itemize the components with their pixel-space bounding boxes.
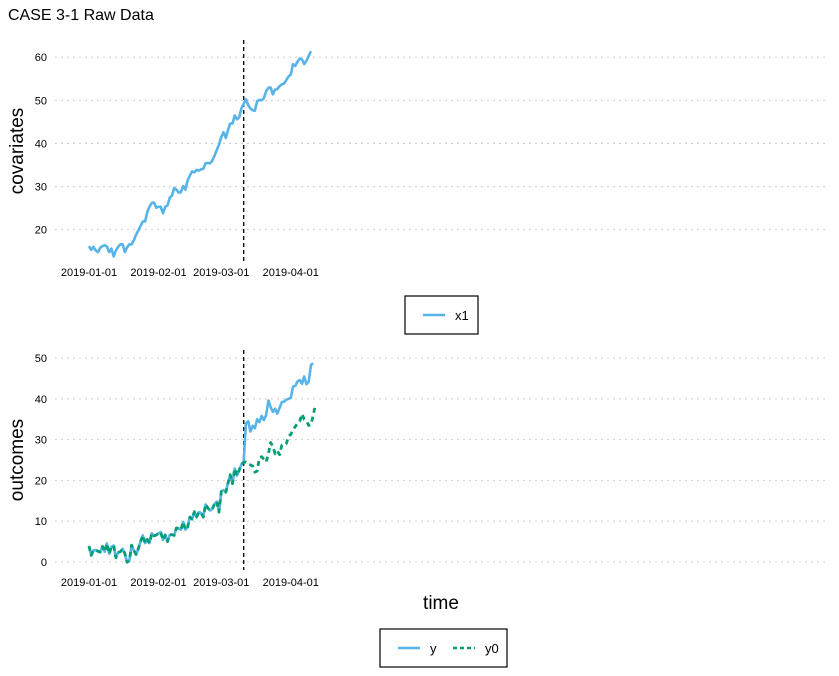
- series-line-y: [87, 362, 314, 564]
- y-tick-label: 40: [35, 138, 47, 150]
- y-tick-label: 30: [35, 435, 47, 447]
- legend-label-y: y: [430, 641, 437, 656]
- y-tick-label: 10: [35, 516, 47, 528]
- chart-title: CASE 3-1 Raw Data: [8, 7, 154, 24]
- x-tick-label: 2019-01-01: [61, 267, 117, 279]
- legend: y y0: [379, 628, 508, 668]
- y-axis-title: outcomes: [7, 419, 28, 501]
- x-tick-label: 2019-02-01: [130, 267, 186, 279]
- legend-label-y0: y0: [485, 641, 499, 656]
- legend: x1: [404, 295, 479, 335]
- y-tick-label: 50: [35, 353, 47, 365]
- x-tick-label: 2019-03-01: [193, 267, 249, 279]
- legend-label-x1: x1: [455, 308, 469, 323]
- y-tick-label: 0: [41, 557, 47, 569]
- y-tick-label: 60: [35, 52, 47, 64]
- outcomes-panel: 0 10 20 30 40 50 2019-01-01 2019-02-01 2019-03-0…: [7, 350, 828, 668]
- series-line-y0: [87, 404, 317, 564]
- x-tick-label: 2019-04-01: [263, 577, 319, 589]
- x-tick-label: 2019-03-01: [193, 577, 249, 589]
- x-tick-label: 2019-01-01: [61, 577, 117, 589]
- x-tick-label: 2019-02-01: [130, 577, 186, 589]
- y-tick-label: 20: [35, 225, 47, 237]
- y-tick-label: 20: [35, 475, 47, 487]
- y-tick-label: 40: [35, 394, 47, 406]
- x-axis-title: time: [423, 593, 459, 614]
- y-tick-label: 50: [35, 95, 47, 107]
- y-tick-label: 30: [35, 182, 47, 194]
- y-axis-title: covariates: [7, 108, 28, 195]
- series-line-x1: [87, 50, 313, 258]
- covariates-panel: 20 30 40 50 60 2019-01-01 2019-02-01 2019-03-01…: [7, 40, 828, 335]
- x-tick-label: 2019-04-01: [263, 267, 319, 279]
